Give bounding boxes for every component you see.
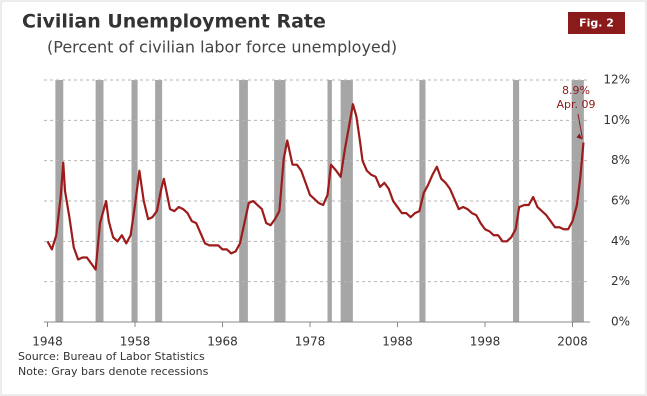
annotation-arrow [577,113,583,139]
annotation-arrowhead [576,133,583,140]
y-tick-label: 12% [603,73,630,87]
data-line [46,103,585,271]
recession-bar [327,80,332,322]
x-tick-label: 2008 [557,335,588,349]
plot-area: 0% 2% 4% 6% 8% 10% 12% 1948 1958 1968 1978 1988 1998… [32,73,630,349]
x-tick-label: 1978 [295,335,326,349]
annotation: Apr. 09 [556,98,595,111]
x-tick-label: 1968 [207,335,238,349]
chart-subtitle: (Percent of civilian labor force unemplo… [47,38,397,57]
badge-box [568,12,625,34]
x-tick-label: 1948 [32,335,63,349]
annotation: 8.9% [562,84,590,97]
x-tick-label: 1958 [120,335,151,349]
x-tick-label: 1988 [382,335,413,349]
y-tick-label: 6% [611,194,630,208]
chart-title: Civilian Unemployment Rate [22,11,326,33]
y-tick-label: 0% [611,315,630,329]
x-tick-label: 1998 [470,335,501,349]
note: Note: Gray bars denote recessions [18,365,209,378]
source: Source: Bureau of Labor Statistics [18,350,205,363]
badge: Fig. 2 [579,17,614,30]
y-tick-label: 8% [611,153,630,167]
y-tick-label: 2% [611,274,630,288]
y-tick-label: 4% [611,234,630,248]
recession-bar [513,80,520,322]
y-tick-label: 10% [603,113,630,127]
